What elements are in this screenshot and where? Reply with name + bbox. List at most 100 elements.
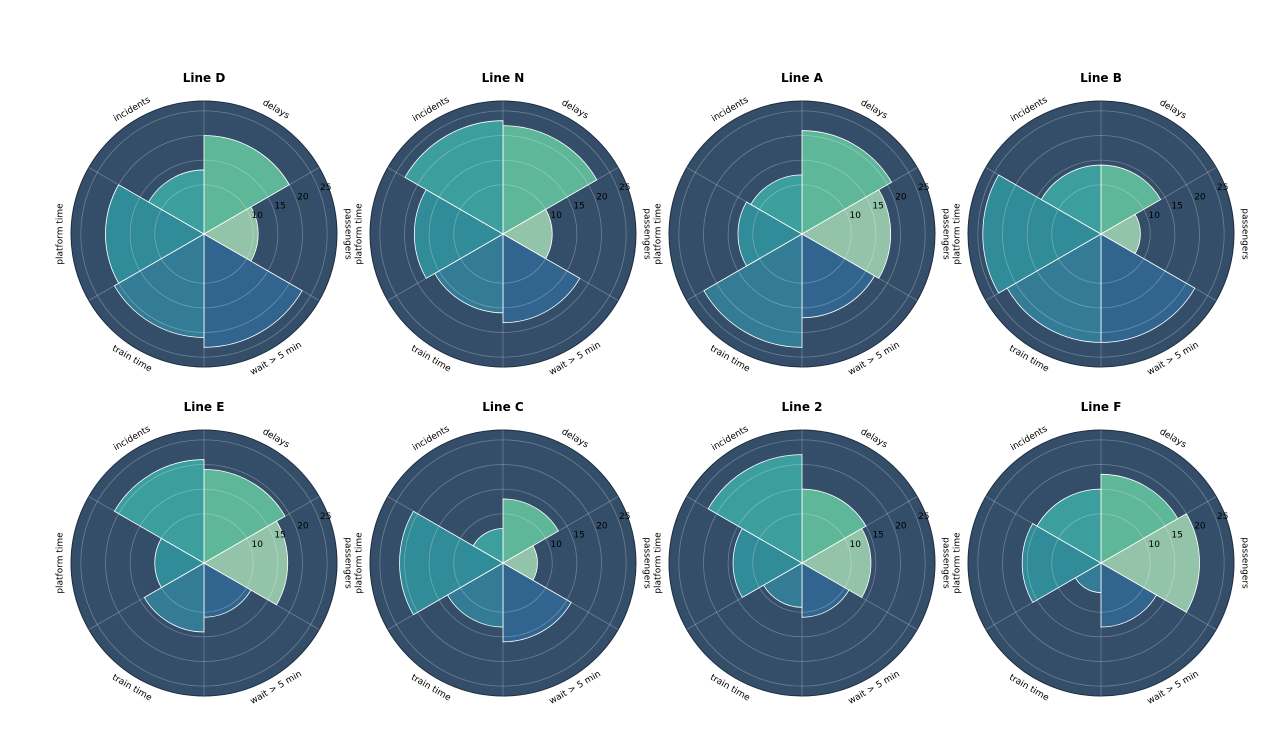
radial-tick-label: 25 [1217, 183, 1228, 193]
bar-platform-time [982, 174, 1102, 294]
grid-circle [678, 110, 926, 358]
grid-circle [1051, 184, 1151, 284]
grid-circle [379, 439, 627, 687]
grid-spoke [1100, 167, 1217, 235]
bar-incidents [1040, 164, 1102, 235]
bar-platform-time [732, 527, 803, 599]
radial-tick-label: 10 [850, 540, 862, 550]
grid-spoke [686, 562, 803, 630]
bar-incidents [113, 459, 205, 564]
grid-spoke [502, 233, 619, 301]
category-label: passengers [642, 537, 652, 589]
grid-spoke [1100, 562, 1217, 630]
grid-circle [1051, 513, 1151, 613]
bar-wait-5-min [1100, 233, 1196, 343]
radial-tick-label: 20 [297, 192, 309, 202]
radial-tick-label: 25 [619, 183, 630, 193]
bar-platform-time [399, 510, 504, 616]
bar-train-time [143, 562, 205, 633]
bar-delays [502, 498, 560, 564]
bar-passengers [203, 520, 289, 606]
category-label: passengers [1240, 208, 1250, 260]
radial-tick-label: 20 [596, 192, 608, 202]
bar-wait-5-min [502, 562, 572, 643]
radial-tick-label: 10 [252, 211, 264, 221]
grid-circle [1002, 464, 1200, 662]
grid-spoke [88, 233, 205, 301]
radial-tick-label: 10 [1149, 540, 1161, 550]
grid-spoke [1100, 233, 1217, 301]
panel-title: Line A [781, 71, 824, 85]
radial-tick-label: 10 [252, 540, 264, 550]
grid-spoke [985, 496, 1102, 564]
bar-passengers [801, 527, 872, 599]
bar-wait-5-min [801, 233, 876, 319]
grid-circle [703, 135, 901, 333]
grid-spoke [686, 167, 803, 235]
grid-spoke [801, 496, 918, 564]
radial-tick-label: 20 [1194, 521, 1206, 531]
bar-platform-time [413, 189, 504, 279]
bar-wait-5-min [502, 233, 581, 324]
radial-tick-label: 20 [596, 521, 608, 531]
bar-platform-time [1021, 523, 1102, 603]
panel-title: Line C [482, 400, 524, 414]
grid-circle [129, 159, 279, 309]
panel-title: Line D [183, 71, 226, 85]
grid-circle [977, 439, 1225, 687]
grid-circle [1026, 159, 1176, 309]
radial-tick-label: 15 [274, 531, 285, 541]
grid-spoke [387, 496, 504, 564]
bar-incidents [147, 169, 205, 235]
bar-delays [801, 488, 867, 564]
bar-train-time [446, 562, 504, 628]
bar-passengers [203, 206, 259, 262]
grid-spoke [502, 167, 619, 235]
radial-tick-label: 10 [551, 211, 563, 221]
radial-tick-label: 20 [895, 192, 907, 202]
grid-circle [1002, 135, 1200, 333]
bar-incidents [750, 174, 803, 235]
radial-tick-label: 15 [573, 202, 584, 212]
grid-circle [154, 184, 254, 284]
category-label: passengers [941, 537, 951, 589]
category-label: platform time [355, 532, 365, 594]
grid-circle [428, 159, 578, 309]
grid-circle [727, 159, 877, 309]
radial-tick-label: 20 [297, 521, 309, 531]
grid-spoke [203, 562, 320, 630]
panel-title: Line F [1081, 400, 1122, 414]
grid-spoke [1100, 496, 1217, 564]
radial-tick-label: 15 [1171, 531, 1182, 541]
bar-wait-5-min [1100, 562, 1158, 628]
grid-circle [404, 464, 602, 662]
category-label: platform time [654, 532, 664, 594]
grid-spoke [387, 167, 504, 235]
grid-spoke [801, 233, 918, 301]
category-label: platform time [56, 532, 66, 594]
bar-passengers [801, 189, 892, 279]
grid-spoke [801, 167, 918, 235]
category-label: passengers [642, 208, 652, 260]
grid-circle [379, 110, 627, 358]
bar-incidents [404, 120, 504, 235]
grid-circle [453, 513, 553, 613]
bar-delays [1100, 473, 1179, 564]
grid-spoke [203, 233, 320, 301]
grid-circle [80, 439, 328, 687]
grid-spoke [985, 233, 1102, 301]
bar-delays [502, 125, 598, 235]
grid-circle [80, 110, 328, 358]
grid-spoke [502, 562, 619, 630]
grid-spoke [88, 496, 205, 564]
grid-circle [404, 135, 602, 333]
bar-train-time [434, 233, 504, 314]
radial-tick-label: 15 [573, 531, 584, 541]
radial-tick-label: 15 [872, 202, 883, 212]
radial-tick-label: 25 [320, 512, 331, 522]
